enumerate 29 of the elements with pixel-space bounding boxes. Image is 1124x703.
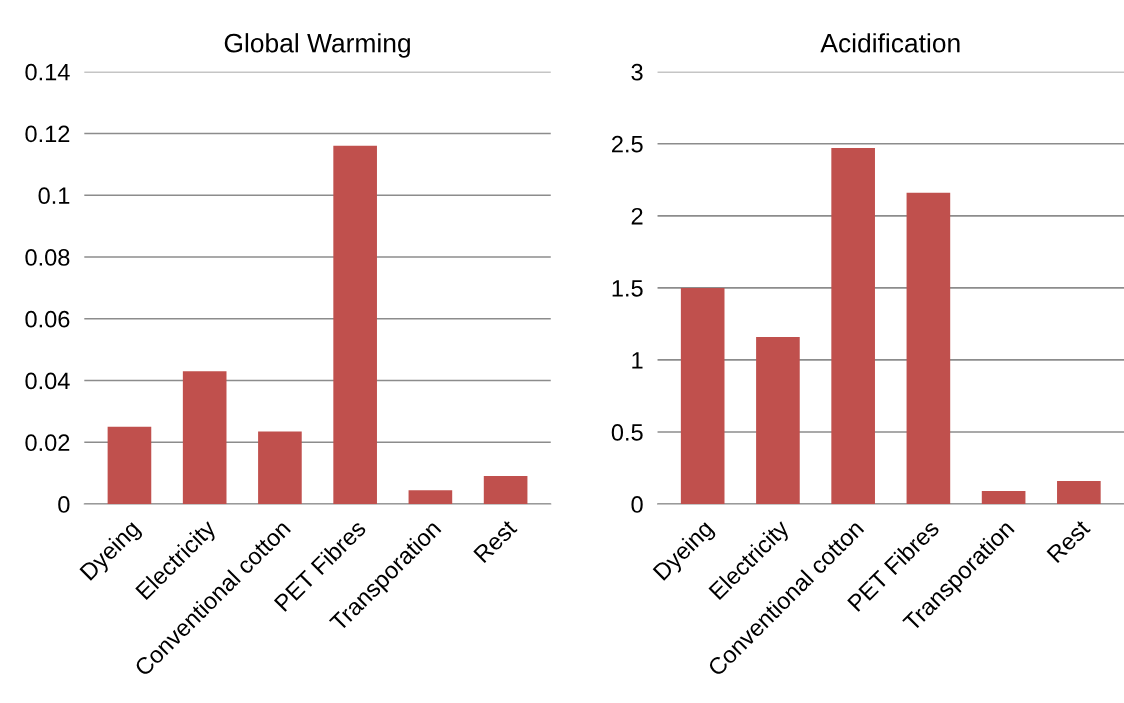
bar [756, 336, 800, 505]
bar [483, 475, 528, 505]
y-tick-label: 0.08 [25, 249, 70, 266]
bar [333, 145, 377, 505]
bar [906, 192, 951, 505]
bar [107, 426, 152, 505]
bar [831, 148, 875, 505]
bar [182, 371, 227, 505]
chart-title: Global Warming [224, 33, 410, 58]
bar [408, 490, 453, 505]
y-tick-label: 0.5 [611, 424, 643, 441]
bar [1057, 480, 1101, 505]
chart-title: Acidification [820, 33, 960, 53]
y-tick-label: 2 [631, 207, 643, 225]
y-tick-label: 0 [631, 496, 643, 513]
y-tick-label: 0.06 [25, 310, 70, 328]
bar [680, 287, 725, 505]
bar [981, 491, 1026, 505]
y-tick-label: 3 [631, 63, 643, 81]
y-tick-label: 0.12 [25, 125, 70, 143]
y-tick-label: 1.5 [612, 280, 643, 297]
y-tick-label: 0.02 [25, 434, 70, 452]
y-tick-label: 0.04 [25, 372, 70, 390]
y-tick-label: 2.5 [612, 135, 643, 153]
y-tick-label: 0.14 [25, 63, 70, 81]
y-tick-label: 0.1 [38, 187, 70, 205]
y-tick-label: 0 [58, 496, 70, 513]
y-tick-label: 1 [632, 352, 643, 369]
bar [258, 431, 302, 505]
